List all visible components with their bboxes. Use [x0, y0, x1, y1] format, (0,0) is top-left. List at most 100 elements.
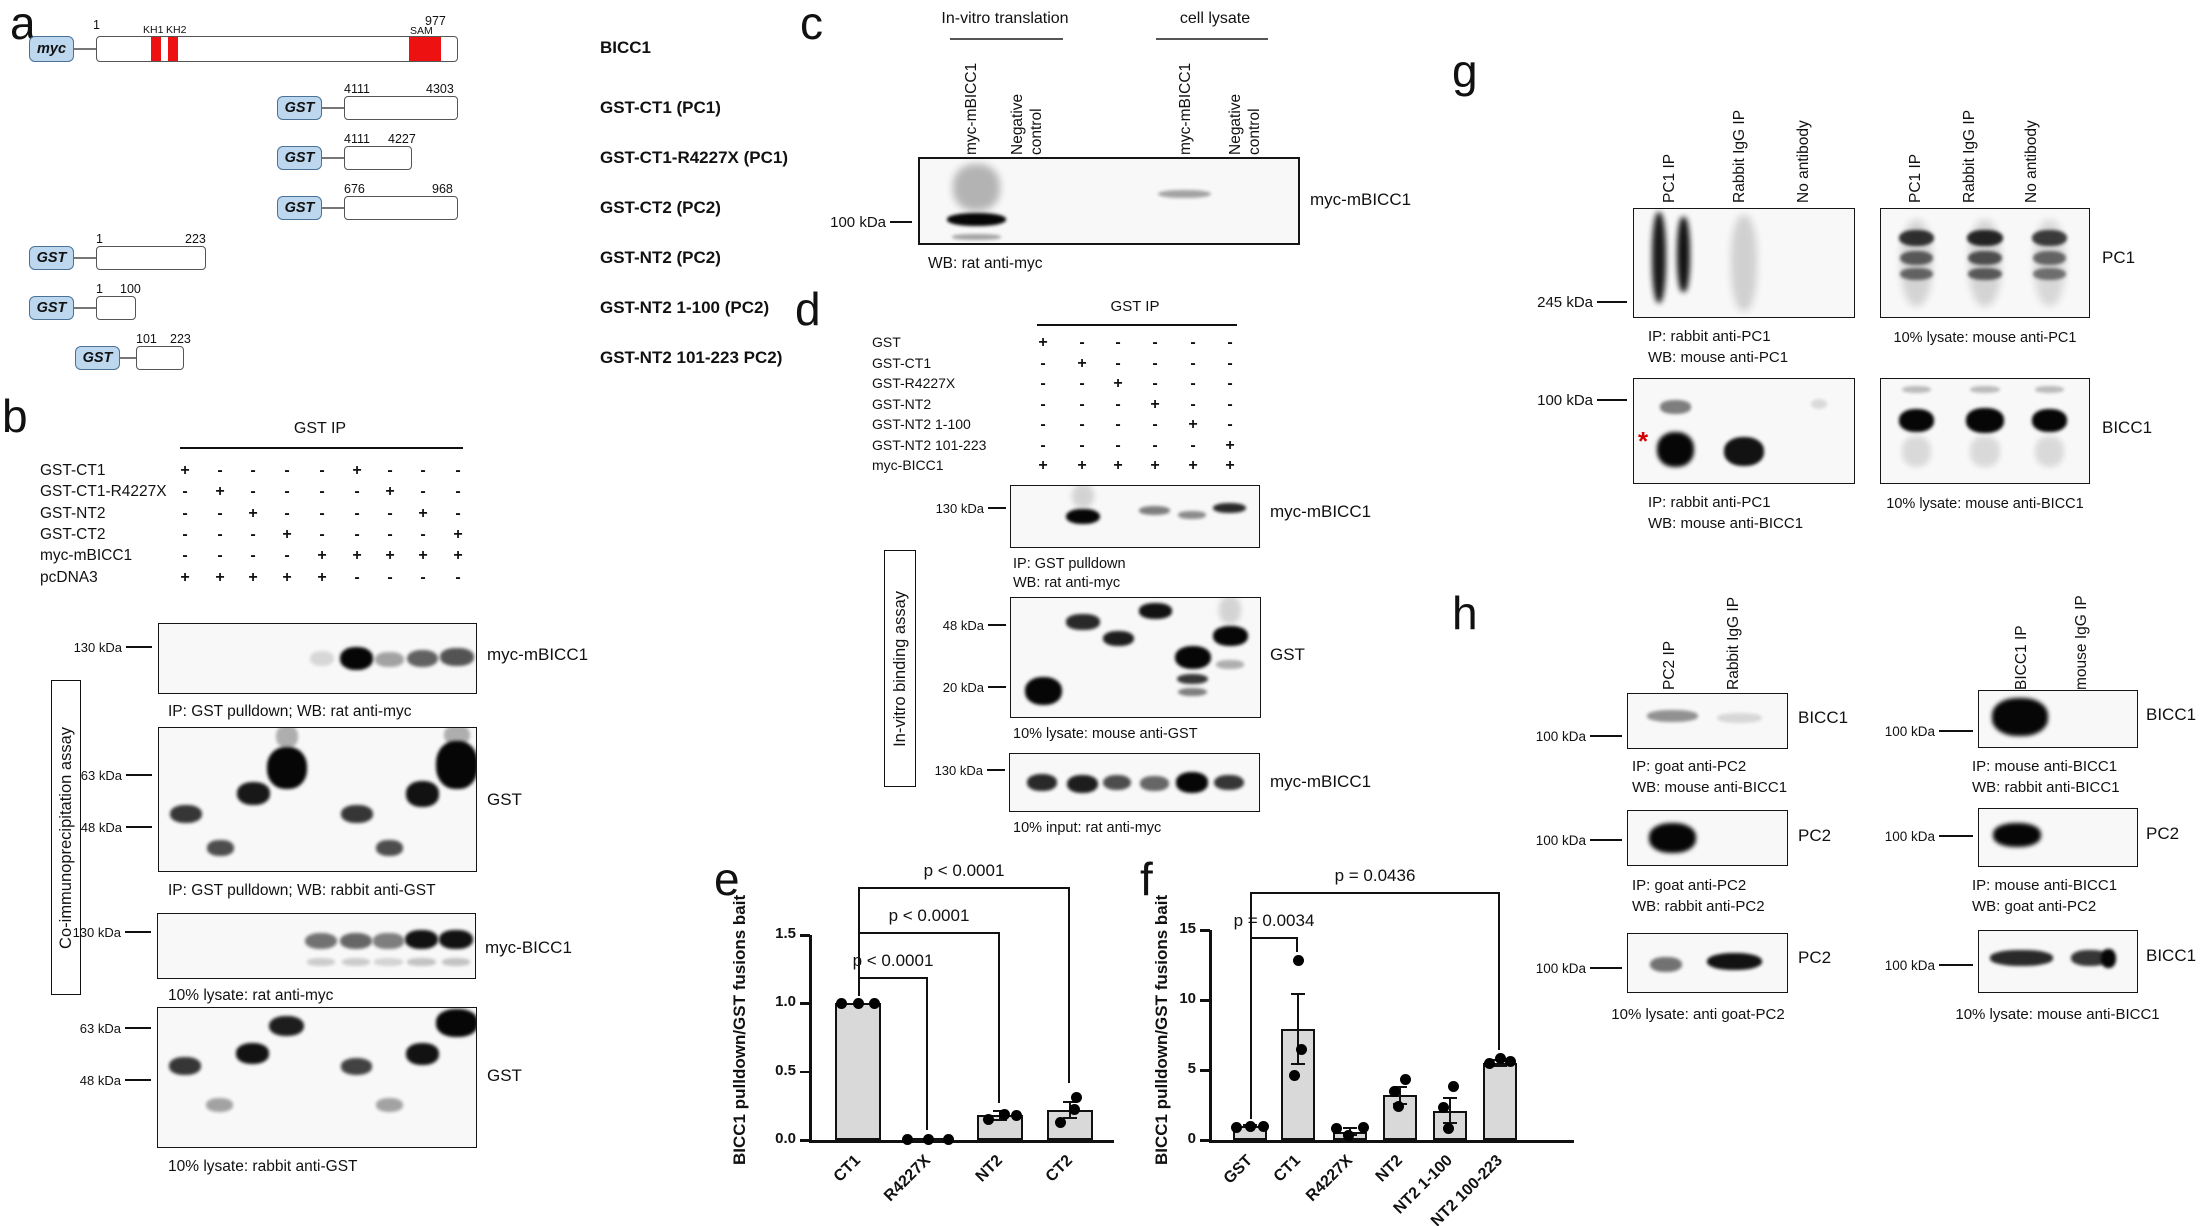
lane-flag: + — [385, 483, 395, 501]
mw-marker: 63 kDa — [80, 767, 122, 783]
group-underline — [950, 38, 1063, 40]
protein-band — [1970, 436, 2000, 468]
lane-flag: - — [1190, 354, 1196, 372]
significance-bracket — [1250, 937, 1298, 939]
construct-end: 223 — [185, 232, 206, 246]
header-underline — [180, 447, 463, 449]
construct-bar — [344, 96, 458, 120]
error-bar-cap — [1443, 1097, 1457, 1099]
protein-band — [340, 1058, 373, 1075]
construct-end: 4303 — [426, 82, 454, 96]
lane-row: GST-NT2 1-100 - - - - + - — [872, 416, 1262, 436]
data-point — [1342, 1130, 1354, 1142]
group-header: cell lysate — [1179, 10, 1251, 27]
lane-label: Rabbit IgG IP — [1725, 596, 1742, 690]
lane-label: myc-mBICC1 — [963, 62, 980, 155]
lane-flag: - — [250, 483, 256, 501]
lane-row: myc-BICC1 + + + + + + — [872, 457, 1262, 477]
lane-flag: + — [1188, 457, 1198, 474]
construct-end: 4227 — [388, 132, 416, 146]
protein-band — [1657, 432, 1695, 468]
lane-flag: - — [354, 504, 360, 522]
mw-marker-line — [988, 624, 1006, 626]
lane-row-label: pcDNA3 — [40, 568, 98, 586]
lane-flag: + — [453, 547, 463, 565]
mw-marker: 100 kDa — [1535, 960, 1586, 976]
bar — [1281, 1029, 1315, 1140]
blot-caption: IP: mouse anti-BICC1 — [1972, 758, 2118, 775]
protein-band — [2031, 230, 2068, 247]
lane-flag: - — [1190, 334, 1196, 351]
protein-band — [340, 646, 374, 671]
protein-band — [1677, 216, 1690, 293]
blot-caption: IP: goat anti-PC2 — [1632, 877, 1747, 894]
significance-bracket — [1250, 892, 1252, 1119]
y-tick-label: 1.5 — [775, 925, 796, 942]
mw-marker-line — [125, 1079, 151, 1081]
y-tick-label: 0.5 — [775, 1061, 796, 1079]
lane-flag: + — [215, 568, 225, 586]
kh2-domain-label: KH2 — [166, 24, 187, 36]
significance-bracket — [998, 932, 1000, 1104]
construct-start: 676 — [344, 182, 365, 196]
error-bar-cap — [1291, 1063, 1305, 1066]
lane-row-label: GST-NT2 — [40, 504, 106, 522]
protein-band — [373, 933, 404, 949]
protein-band — [1066, 508, 1100, 525]
lane-row-label: myc-BICC1 — [872, 457, 944, 473]
protein-band — [1901, 385, 1931, 394]
lane-label: myc-mBICC1 — [1177, 62, 1194, 155]
protein-band — [1966, 408, 2004, 434]
y-axis-title: BICC1 pulldown/GST fusions bait — [730, 894, 749, 1165]
lane-flag: - — [387, 525, 393, 543]
lane-flag: + — [1113, 457, 1123, 474]
lane-flag: + — [418, 504, 428, 522]
connector-line — [322, 207, 344, 209]
assay-side-label: In-vitro binding assay — [890, 590, 909, 747]
western-blot — [918, 157, 1300, 245]
mw-marker: 48 kDa — [79, 1072, 121, 1088]
blot-target-label: myc-mBICC1 — [1310, 190, 1412, 209]
lane-flag: - — [319, 504, 325, 522]
data-point — [1447, 1080, 1459, 1092]
lane-row-label: GST-NT2 1-100 — [872, 416, 971, 432]
data-point — [1442, 1122, 1454, 1134]
lane-row-label: GST-NT2 — [872, 395, 932, 412]
protein-band — [1900, 219, 1932, 307]
bar — [1483, 1063, 1517, 1140]
protein-band — [1968, 250, 2002, 265]
lane-flag: - — [182, 504, 188, 522]
western-blot — [1010, 597, 1261, 718]
protein-band — [1899, 250, 1933, 265]
lane-row-label: myc-mBICC1 — [40, 547, 133, 565]
protein-band — [2031, 409, 2068, 433]
blot-caption: IP: rabbit anti-PC1 — [1648, 328, 1771, 345]
lane-flag: - — [354, 483, 360, 501]
lane-flag: - — [250, 547, 256, 565]
error-bar — [1399, 1086, 1401, 1104]
blot-caption: WB: rabbit anti-PC2 — [1632, 898, 1765, 915]
gst-tag: GST — [277, 96, 322, 120]
lane-flag: - — [284, 483, 290, 501]
protein-band — [1660, 400, 1692, 414]
mw-marker-line — [1939, 835, 1973, 837]
lane-flag: - — [284, 504, 290, 522]
connector-line — [120, 357, 136, 359]
mw-marker: 48 kDa — [80, 819, 122, 835]
y-axis — [1209, 930, 1212, 1140]
western-blot — [1978, 930, 2138, 993]
y-tick — [800, 1002, 810, 1005]
mw-marker: 100 kDa — [1537, 391, 1593, 409]
lane-flag: - — [420, 568, 426, 586]
western-blot — [1633, 208, 1855, 318]
y-tick — [1200, 999, 1210, 1002]
lane-flag: - — [1115, 416, 1121, 433]
myc-tag: myc — [29, 36, 74, 62]
blot-caption: IP: GST pulldown; WB: rabbit anti-GST — [168, 882, 436, 899]
mw-marker-line — [1590, 967, 1622, 969]
construct-name: BICC1 — [600, 38, 652, 57]
protein-band — [1810, 398, 1828, 410]
y-tick — [800, 1139, 810, 1142]
lane-label: Rabbit IgG IP — [1961, 109, 1978, 203]
protein-band — [1066, 774, 1098, 793]
